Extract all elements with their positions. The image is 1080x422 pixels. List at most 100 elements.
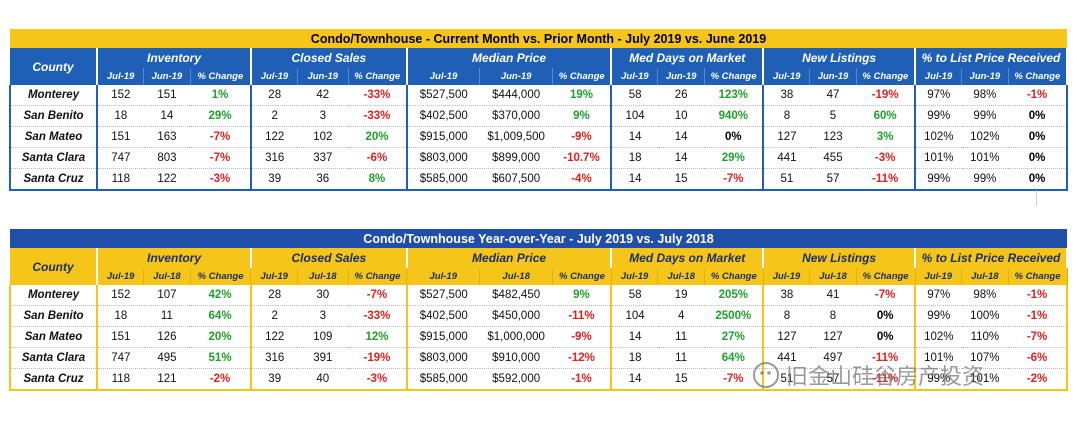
change-cell: -1% — [1008, 285, 1068, 306]
column-header: Jun-19 — [809, 68, 857, 85]
value-cell: 38 — [763, 285, 810, 306]
county-name: Santa Cruz — [8, 368, 99, 391]
value-cell: $585,000 — [406, 168, 480, 191]
value-cell: 497 — [809, 347, 857, 369]
value-cell: 107% — [961, 347, 1009, 369]
change-cell: 205% — [704, 285, 765, 306]
column-header: % Change — [704, 68, 765, 85]
column-header: % Change — [348, 68, 408, 85]
change-cell: -19% — [348, 347, 408, 369]
value-cell: 99% — [915, 168, 962, 191]
value-cell: 455 — [809, 147, 857, 169]
value-cell: 747 — [97, 347, 144, 369]
change-cell: -7% — [348, 285, 408, 306]
change-cell: 0% — [856, 326, 916, 348]
watermark: 旧金山硅谷房产投资 — [752, 358, 984, 392]
change-cell: -1% — [1008, 305, 1068, 327]
value-cell: 41 — [809, 285, 857, 306]
change-cell: 0% — [1008, 168, 1068, 191]
change-cell: 64% — [704, 347, 765, 369]
value-cell: $527,500 — [406, 85, 480, 106]
change-cell: 9% — [552, 285, 613, 306]
change-cell: 51% — [190, 347, 252, 369]
value-cell: 11 — [657, 347, 705, 369]
column-header: Jul-19 — [763, 268, 811, 285]
value-cell: 118 — [97, 168, 144, 191]
group-header: Median Price — [406, 48, 613, 68]
change-cell: 0% — [704, 126, 765, 148]
change-cell: 19% — [552, 85, 613, 106]
column-header: Jul-19 — [250, 268, 298, 285]
value-cell: 122 — [250, 326, 298, 348]
value-cell: 99% — [915, 305, 962, 327]
wechat-icon — [753, 362, 779, 388]
value-cell: 337 — [297, 147, 349, 169]
divider — [1036, 190, 1037, 206]
table-row: Santa Clara 747 803 -7% 316 337 -6% $803,000 $89… — [8, 147, 1068, 169]
value-cell: $1,000,000 — [479, 326, 553, 348]
value-cell: 18 — [97, 305, 144, 327]
value-cell: 47 — [809, 85, 857, 106]
value-cell: 127 — [763, 326, 810, 348]
county-header: County — [10, 248, 99, 285]
value-cell: 102% — [961, 126, 1009, 148]
county-name: San Mateo — [8, 326, 99, 348]
column-header: Jul-18 — [657, 268, 705, 285]
value-cell: 151 — [97, 326, 144, 348]
group-header: Med Days on Market — [611, 48, 765, 68]
change-cell: -9% — [552, 326, 613, 348]
column-header: % Change — [190, 68, 252, 85]
change-cell: -19% — [856, 85, 916, 106]
value-cell: 51 — [763, 368, 810, 391]
change-cell: 8% — [348, 168, 408, 191]
value-cell: 98% — [961, 285, 1009, 306]
column-header: Jul-19 — [406, 68, 481, 85]
value-cell: 58 — [611, 285, 658, 306]
value-cell: 38 — [763, 85, 810, 106]
value-cell: 118 — [97, 368, 144, 391]
change-cell: 60% — [856, 105, 916, 127]
change-cell: 0% — [1008, 126, 1068, 148]
value-cell: 316 — [250, 147, 298, 169]
value-cell: $803,000 — [406, 347, 480, 369]
value-cell: $527,500 — [406, 285, 480, 306]
change-cell: -7% — [190, 126, 252, 148]
value-cell: $915,000 — [406, 126, 480, 148]
change-cell: -10.7% — [552, 147, 613, 169]
column-header: % Change — [704, 268, 764, 285]
county-name: San Mateo — [8, 126, 99, 148]
value-cell: 104 — [611, 105, 658, 127]
value-cell: 97% — [915, 285, 962, 306]
table-row: San Benito 18 14 29% 2 3 -33% $402,500 $370,000 9… — [8, 105, 1068, 127]
group-header: New Listings — [763, 48, 916, 68]
group-header: Inventory — [97, 48, 252, 68]
county-name: Monterey — [8, 85, 99, 106]
column-header: % Change — [552, 68, 613, 85]
value-cell: 28 — [250, 285, 298, 306]
value-cell: 803 — [143, 147, 191, 169]
column-header: Jul-18 — [143, 268, 191, 285]
column-header: Jul-19 — [406, 268, 481, 285]
table-row: San Mateo 151 163 -7% 122 102 20% $915,000 $1,00… — [8, 126, 1068, 148]
group-header: Closed Sales — [250, 248, 408, 268]
value-cell: 123 — [809, 126, 857, 148]
value-cell: 151 — [97, 126, 144, 148]
group-header: Closed Sales — [250, 48, 408, 68]
county-name: San Benito — [8, 105, 99, 127]
change-cell: 64% — [190, 305, 252, 327]
value-cell: 99% — [915, 105, 962, 127]
value-cell: 14 — [657, 126, 705, 148]
value-cell: 441 — [763, 147, 810, 169]
value-cell: 8 — [809, 305, 857, 327]
column-header: Jul-19 — [250, 68, 298, 85]
change-cell: -1% — [1008, 85, 1068, 106]
value-cell: 152 — [97, 85, 144, 106]
change-cell: 123% — [704, 85, 765, 106]
change-cell: 940% — [704, 105, 765, 127]
value-cell: 110% — [961, 326, 1009, 348]
value-cell: 101% — [915, 347, 962, 369]
change-cell: -7% — [856, 285, 916, 306]
column-header: Jun-19 — [657, 68, 705, 85]
column-header: Jul-19 — [611, 268, 659, 285]
value-cell: 11 — [143, 305, 191, 327]
